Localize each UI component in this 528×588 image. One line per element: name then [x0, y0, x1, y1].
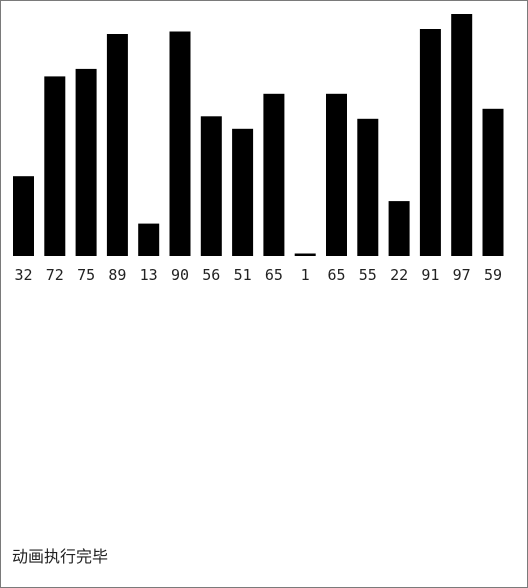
bars-group	[13, 14, 504, 257]
bar	[482, 108, 504, 256]
bar	[138, 223, 160, 256]
bar-value-label: 56	[202, 266, 220, 284]
bar-value-label: 65	[265, 266, 283, 284]
bar	[44, 76, 66, 257]
bar-chart: 32 72 75 89 13 90 56 51 65 1 65 55 22 91 97 59	[13, 14, 504, 284]
bar	[13, 176, 34, 256]
bar	[388, 201, 410, 256]
bar-value-label: 13	[140, 266, 158, 284]
bar-value-label: 97	[453, 266, 471, 284]
status-message: 动画执行完毕	[12, 547, 109, 566]
bar-value-label: 72	[46, 266, 64, 284]
bar	[294, 253, 316, 256]
bar	[357, 118, 379, 256]
bar	[263, 93, 285, 256]
bar	[451, 14, 473, 256]
bar	[75, 68, 97, 257]
bar-value-label: 90	[171, 266, 189, 284]
bar	[106, 34, 128, 256]
bar-value-label: 22	[390, 266, 408, 284]
bar-value-label: 1	[301, 266, 310, 284]
bar-value-label: 65	[327, 266, 345, 284]
bar	[200, 116, 222, 256]
bar-value-label: 91	[421, 266, 439, 284]
bar	[326, 93, 347, 256]
bar	[419, 29, 441, 256]
bar	[169, 31, 191, 256]
bar-value-label: 75	[77, 266, 95, 284]
bar-value-label: 59	[484, 266, 502, 284]
bar-value-label: 89	[108, 266, 126, 284]
value-labels-group: 32 72 75 89 13 90 56 51 65 1 65 55 22 91 97 59	[14, 266, 502, 284]
bar	[232, 128, 254, 256]
bar-value-label: 32	[14, 266, 32, 284]
bar-value-label: 55	[359, 266, 377, 284]
bar-value-label: 51	[234, 266, 252, 284]
